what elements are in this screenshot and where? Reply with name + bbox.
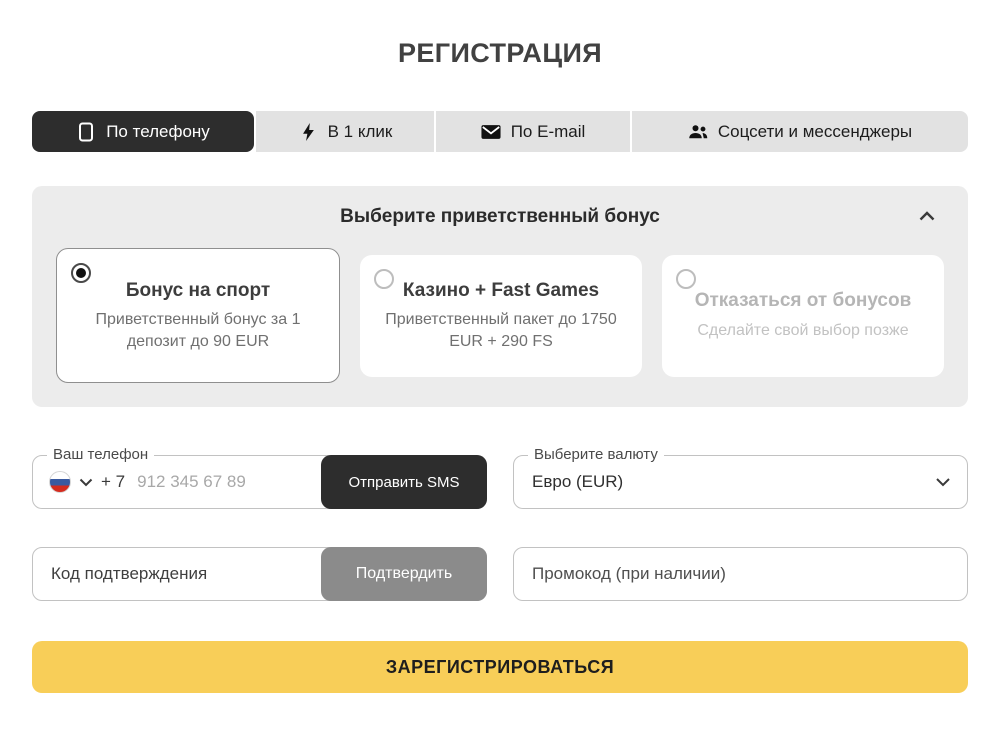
welcome-bonus-panel: Выберите приветственный бонус Бонус на с… [32, 186, 968, 407]
code-promo-row: Подтвердить [32, 547, 968, 601]
phone-input[interactable] [137, 472, 288, 492]
bonus-card-description: Приветственный бонус за 1 депозит до 90 … [95, 311, 301, 350]
envelope-icon [481, 122, 501, 142]
radio-unselected-icon[interactable] [374, 268, 394, 289]
phone-field-content: + 7 [33, 471, 288, 493]
radio-unselected-icon[interactable] [676, 268, 696, 289]
registration-method-tabs: По телефону В 1 клик По E-mail Соцсети и… [32, 111, 968, 152]
bonus-panel-title: Выберите приветственный бонус [340, 206, 660, 227]
bonus-cards: Бонус на спорт Приветственный бонус за 1… [56, 248, 944, 383]
phone-icon [76, 122, 96, 142]
chevron-up-icon [918, 210, 936, 225]
phone-currency-row: Ваш телефон + 7 Отправить SMS Выберите в… [32, 446, 968, 509]
page-title: РЕГИСТРАЦИЯ [397, 38, 603, 68]
send-sms-button[interactable]: Отправить SMS [321, 455, 487, 509]
phone-field-label: Ваш телефон [47, 446, 155, 464]
phone-field: Ваш телефон + 7 Отправить SMS [32, 446, 487, 509]
tab-label: Соцсети и мессенджеры [717, 121, 913, 141]
bonus-card-title: Отказаться от бонусов [694, 290, 912, 312]
currency-select-label: Выберите валюту [528, 446, 664, 464]
chevron-down-icon[interactable] [935, 477, 951, 487]
tab-one-click[interactable]: В 1 клик [256, 111, 434, 152]
bonus-card-sport[interactable]: Бонус на спорт Приветственный бонус за 1… [56, 248, 340, 383]
confirm-button[interactable]: Подтвердить [321, 547, 487, 601]
tab-label: В 1 клик [327, 121, 393, 141]
bonus-card-description: Приветственный пакет до 1750 EUR + 290 F… [385, 311, 617, 350]
tab-social-messengers[interactable]: Соцсети и мессенджеры [632, 111, 968, 152]
register-button[interactable]: ЗАРЕГИСТРИРОВАТЬСЯ [32, 641, 968, 693]
bonus-card-refuse[interactable]: Отказаться от бонусов Сделайте свой выбо… [662, 254, 944, 377]
confirmation-code-field: Подтвердить [32, 547, 487, 601]
users-icon [688, 122, 708, 142]
confirmation-code-input[interactable] [33, 564, 303, 584]
tab-label: По телефону [106, 121, 210, 141]
tab-label: По E-mail [510, 121, 586, 141]
currency-select[interactable]: Выберите валюту Евро (EUR) [513, 446, 968, 509]
tab-by-email[interactable]: По E-mail [436, 111, 630, 152]
bonus-card-title: Казино + Fast Games [402, 279, 600, 301]
russia-flag-icon[interactable] [49, 471, 71, 493]
radio-selected-icon[interactable] [71, 263, 91, 283]
tab-by-phone[interactable]: По телефону [32, 111, 254, 152]
collapse-bonus-button[interactable] [914, 204, 940, 230]
bonus-card-description: Сделайте свой выбор позже [697, 322, 909, 340]
promo-code-input[interactable] [514, 564, 967, 584]
registration-form: РЕГИСТРАЦИЯ По телефону В 1 клик По E-ma… [0, 38, 1000, 693]
bonus-card-casino[interactable]: Казино + Fast Games Приветственный пакет… [360, 254, 642, 377]
currency-select-value: Евро (EUR) [532, 472, 624, 491]
bonus-card-title: Бонус на спорт [125, 279, 271, 301]
promo-code-field [513, 547, 968, 601]
bonus-panel-header: Выберите приветственный бонус [56, 206, 944, 228]
country-code: + 7 [101, 472, 126, 491]
lightning-icon [298, 122, 318, 142]
chevron-down-icon[interactable] [79, 478, 93, 487]
